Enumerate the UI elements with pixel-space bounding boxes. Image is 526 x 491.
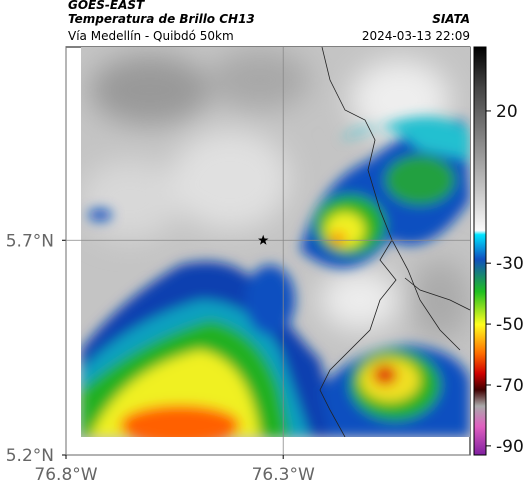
location-marker — [258, 234, 269, 245]
colorbar-tick-label: -90 — [496, 437, 524, 457]
x-tick-label: 76.8°W — [34, 465, 97, 485]
y-tick-label: 5.7°N — [6, 231, 54, 251]
colorbar-tick-label: -70 — [496, 376, 524, 396]
region: Vía Medellín - Quibdó 50km — [68, 29, 234, 43]
imagery — [81, 47, 470, 437]
x-tick-label: 76.3°W — [252, 465, 315, 485]
colorbar — [473, 46, 487, 456]
colorbar-tick-label: -50 — [496, 315, 524, 335]
y-tick-label: 5.2°N — [6, 446, 54, 466]
timestamp: 2024-03-13 22:09 — [362, 29, 470, 43]
subtitle: Temperatura de Brillo CH13 — [68, 12, 255, 26]
source: SIATA — [432, 12, 470, 26]
colorbar-tick-label: -30 — [496, 254, 524, 274]
colorbar-tick-label: 20 — [496, 102, 518, 122]
title: GOES-EAST — [68, 0, 145, 12]
